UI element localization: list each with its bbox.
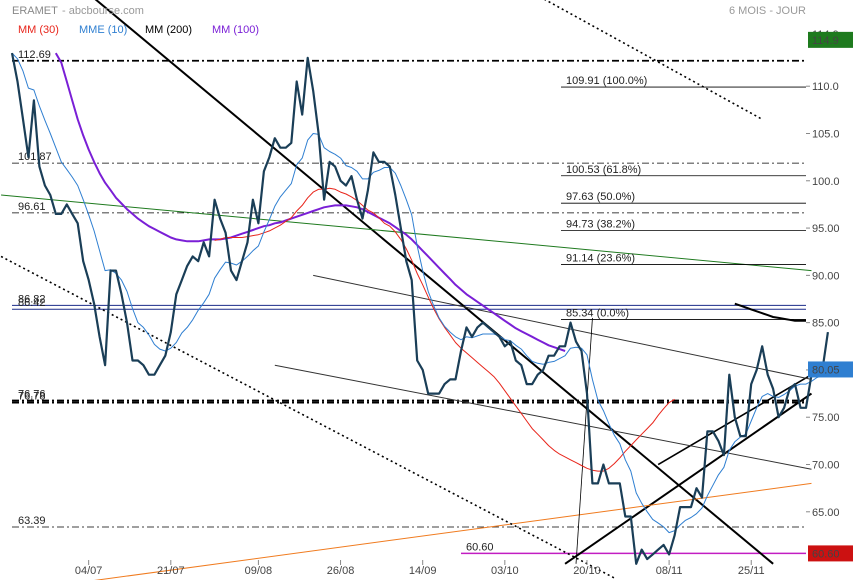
y-tick-label: 75.00 — [812, 412, 840, 424]
series-line-mm-100 — [54, 52, 566, 352]
level-label: 86.42 — [18, 297, 46, 309]
y-tick-label: 105.0 — [812, 128, 840, 140]
fib-label: 97.63 (50.0%) — [566, 191, 635, 203]
source-label: - abcbourse.com — [62, 5, 144, 17]
y-tick-label: 90.00 — [812, 270, 840, 282]
y-tick-label: 110.0 — [812, 81, 839, 93]
x-tick-label: 20/10 — [573, 565, 601, 577]
legend-mm30: MM (30) — [18, 24, 59, 36]
trendlines — [0, 0, 813, 580]
level-label: 101.87 — [18, 151, 52, 163]
price-badges: 114.9 80.05 60.60 — [808, 31, 853, 562]
fib-label: 91.14 (23.6%) — [566, 253, 635, 265]
price-badge-label: 60.60 — [812, 548, 840, 560]
level-label: 60.60 — [466, 541, 494, 553]
series-line-price — [10, 52, 829, 565]
price-badge — [808, 545, 853, 562]
period-label: 6 MOIS - JOUR — [729, 5, 806, 17]
price-badge — [808, 31, 853, 48]
x-tick-label: 08/11 — [656, 565, 683, 577]
series-line-mme-10 — [11, 52, 829, 534]
series-line-mm-200 — [734, 302, 806, 322]
price-badge — [808, 361, 853, 378]
symbol-label: ERAMET — [12, 5, 58, 17]
x-tick-label: 04/07 — [75, 565, 103, 577]
y-tick-label: 70.00 — [812, 460, 840, 472]
fib-label: 94.73 (38.2%) — [566, 219, 635, 231]
y-tick-label: 65.00 — [812, 507, 840, 519]
level-label: 96.61 — [18, 201, 46, 213]
trendline — [94, 482, 812, 580]
fib-label: 85.34 (0.0%) — [566, 307, 629, 319]
level-label: 76.76 — [18, 389, 46, 401]
y-axis: 65.0070.0075.0080.0085.0090.0095.00100.0… — [806, 29, 840, 519]
trendline — [575, 317, 593, 564]
trendline — [1, 194, 812, 272]
x-axis: 04/07 21/07 09/08 26/08 14/09 03/10 20/10 08/11… — [75, 560, 765, 577]
fib-label: 100.53 (61.8%) — [566, 164, 641, 176]
level-label: 86.82 — [18, 293, 46, 305]
fib-label: 109.91 (100.0%) — [566, 75, 647, 87]
legend-mme10: MME (10) — [79, 24, 127, 36]
fibonacci-levels: 109.91 (100.0%) 100.53 (61.8%) 97.63 (50.0… — [561, 75, 806, 320]
level-label: 76.78 — [18, 391, 46, 403]
x-tick-label: 09/08 — [245, 565, 273, 577]
trendline — [313, 274, 812, 380]
trendline — [0, 255, 615, 579]
x-tick-label: 25/11 — [738, 565, 765, 577]
series-lines — [10, 52, 829, 565]
trendline — [544, 0, 763, 121]
price-badge-label: 114.9 — [812, 35, 839, 47]
x-tick-label: 21/07 — [157, 565, 185, 577]
trendline — [564, 392, 813, 565]
chart-header: ERAMET - abcbourse.com 6 MOIS - JOUR MM … — [12, 5, 806, 36]
x-tick-label: 14/09 — [409, 565, 437, 577]
legend-mm200: MM (200) — [145, 24, 192, 36]
trendline — [94, 0, 774, 565]
y-tick-label: 85.00 — [812, 318, 840, 330]
y-tick-label: 100.0 — [812, 176, 840, 188]
x-tick-label: 26/08 — [327, 565, 355, 577]
y-tick-label: 95.00 — [812, 223, 840, 235]
series-line-mm-30 — [214, 187, 675, 472]
price-badge-label: 80.05 — [812, 364, 840, 376]
level-label: 112.69 — [18, 49, 51, 61]
level-label: 63.39 — [18, 515, 46, 527]
legend-mm100: MM (100) — [212, 24, 259, 36]
x-tick-label: 03/10 — [491, 565, 519, 577]
